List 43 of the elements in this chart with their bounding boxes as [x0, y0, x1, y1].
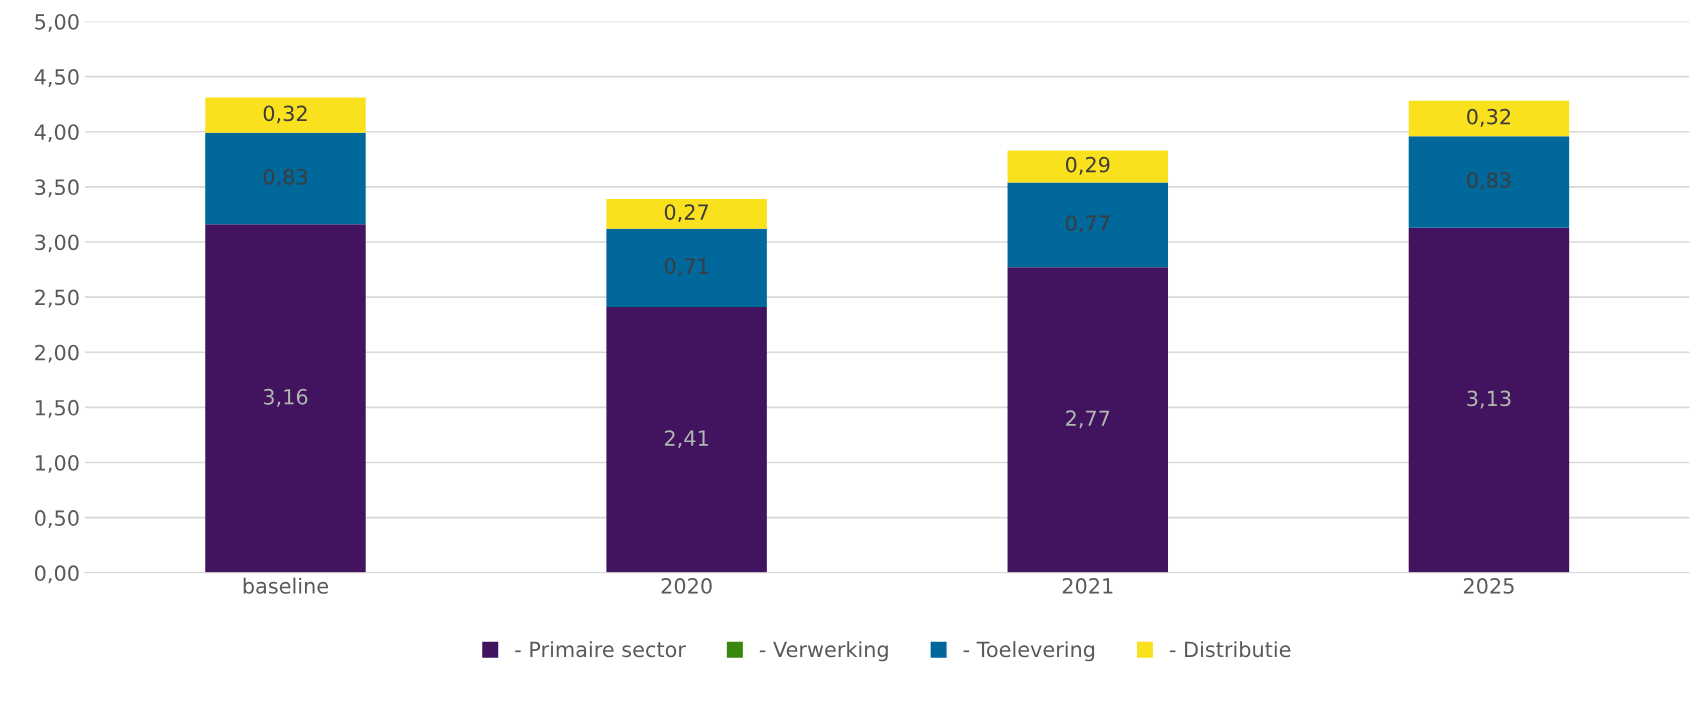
bar — [606, 307, 767, 573]
y-tick-label: 0,50 — [35, 510, 79, 528]
bar — [205, 132, 366, 225]
data-label: 0,29 — [1065, 156, 1110, 175]
y-tick-label: 2,00 — [35, 344, 79, 363]
data-label: 0,77 — [1065, 215, 1110, 234]
y-tick-label: 5,00 — [35, 13, 79, 32]
data-label: 3,16 — [263, 388, 308, 407]
y-tick-label: 2,50 — [35, 289, 79, 308]
data-label: 0,83 — [263, 168, 307, 187]
data-label: 0,71 — [664, 258, 708, 277]
data-label: 3,13 — [1467, 390, 1511, 409]
y-tick-label: 3,00 — [35, 234, 79, 253]
y-tick-label: 0,00 — [35, 565, 79, 584]
bar — [1408, 100, 1570, 137]
y-tick-label: 1,50 — [35, 399, 79, 418]
data-label: 0,32 — [263, 105, 307, 124]
bar — [606, 228, 767, 308]
bar — [1007, 182, 1169, 268]
x-tick-label: 2021 — [1062, 578, 1113, 594]
x-tick-label: 2020 — [661, 578, 712, 594]
bar — [606, 199, 767, 229]
bar — [1007, 150, 1169, 183]
bar — [1408, 136, 1570, 228]
y-tick-label: 3,50 — [35, 179, 79, 198]
bar — [1408, 227, 1570, 573]
y-tick-label: 1,00 — [35, 454, 79, 473]
data-label: 0,27 — [664, 204, 709, 223]
legend-label: - Distributie — [1169, 641, 1291, 658]
y-tick-label: 4,00 — [34, 124, 79, 143]
data-label: 2,77 — [1066, 410, 1110, 429]
legend-label: - Primaire sector — [515, 641, 686, 658]
data-label: 0,83 — [1467, 172, 1511, 191]
legend-label: - Verwerking — [759, 641, 888, 662]
data-label: 2,41 — [664, 430, 708, 449]
y-tick-label: 4,50 — [34, 69, 79, 87]
legend-label: - Toelevering — [963, 641, 1095, 662]
bar — [1007, 267, 1169, 573]
bar — [205, 224, 366, 573]
data-label: 0,32 — [1467, 108, 1511, 127]
bar — [205, 97, 366, 133]
x-tick-label: 2025 — [1463, 578, 1514, 594]
x-tick-label: baseline — [243, 577, 328, 594]
